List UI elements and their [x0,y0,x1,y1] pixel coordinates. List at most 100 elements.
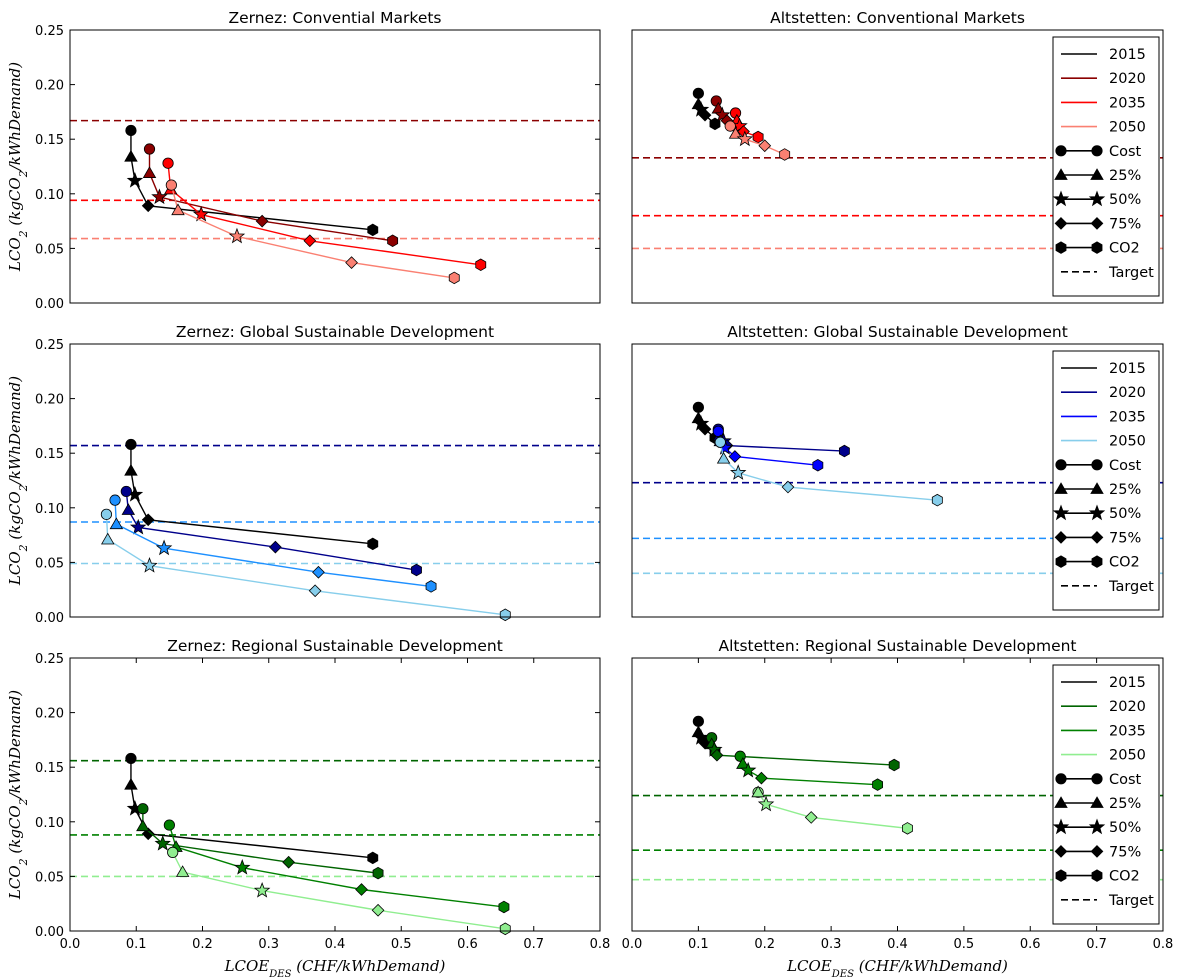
x-tick-label: 0.6 [1020,937,1041,952]
data-point-2050-hexagon [448,271,460,285]
data-point-2020-hexagon [411,563,422,577]
data-point-2015-hexagon [367,851,379,865]
y-tick-label: 0.25 [35,338,64,353]
chart-panel-2: Altstetten: Conventional Markets 2015 2020… [631,9,1164,304]
x-tick-label: 0.0 [622,937,643,952]
legend-marker-diamond [1090,217,1104,230]
data-point-2020-circle [710,95,722,107]
legend-marker-diamond [1054,531,1068,544]
data-point-2020-star [151,188,168,205]
series-line-2050 [172,852,506,930]
data-point-2020-diamond [282,855,295,869]
data-point-2050-star [141,557,158,573]
series-line-2050 [105,514,506,616]
legend-marker-diamond [1054,845,1068,858]
legend-label-25: 25% [1109,482,1141,498]
x-tick-label: 0.7 [523,937,544,952]
data-point-2020-triangle [136,819,150,832]
x-tick-label: 0.3 [258,937,279,952]
y-tick-label: 0.00 [35,925,64,940]
data-point-2020-star [130,518,147,535]
data-point-2035-circle [109,494,121,506]
x-tick-label: 0.1 [126,937,147,952]
data-point-2035-hexagon [425,580,437,593]
y-tick-label: 0.15 [35,133,64,148]
data-point-2015-circle [125,124,137,137]
data-point-2015-star [126,172,144,188]
legend-marker-hexagon [1091,555,1103,568]
data-point-2035-diamond [755,771,768,785]
legend-label-75: 75% [1109,216,1141,232]
data-point-2050-circle [165,179,177,191]
y-axis-label: LCO2 (kgCO2/kWhDemand) [6,62,30,272]
legend-label-2020: 2020 [1109,71,1146,87]
legend: 2015 2020 2035 2050 Cost 25% 50% 75% CO2 Target [1052,350,1160,611]
x-tick-label: 0.5 [391,937,412,952]
data-point-2020-circle [120,485,132,498]
data-point-2020-hexagon [888,758,900,772]
chart-title: Zernez: Convential Markets [228,9,441,27]
data-point-2020-hexagon [838,444,850,458]
data-point-2035-hexagon [812,458,824,472]
x-tick-label: 0.2 [754,937,775,952]
data-point-2015-diamond [141,199,155,213]
data-point-2020-circle [137,803,149,815]
legend-marker-circle [1055,145,1067,157]
legend-label-2020: 2020 [1109,699,1146,715]
series-line-2015 [130,444,373,545]
legend-marker-hexagon [1091,241,1103,254]
data-point-2035-diamond [355,883,368,896]
data-point-2050-triangle [175,865,190,877]
y-tick-label: 0.05 [35,556,64,571]
series-line-2020 [717,429,845,452]
x-tick-label: 0.4 [325,937,346,952]
x-tick-label: 0.5 [954,937,975,952]
data-point-2035-diamond [312,565,325,579]
legend-marker-circle [1091,773,1103,785]
data-point-2035-hexagon [872,778,884,791]
x-tick-label: 0.4 [887,937,908,952]
data-point-2035-hexagon [752,130,764,144]
data-point-2035-hexagon [498,900,510,914]
legend-label-75: 75% [1109,844,1141,860]
y-tick-label: 0.10 [35,502,64,517]
legend-marker-hexagon [1055,869,1067,882]
y-tick-label: 0.15 [35,447,64,462]
data-point-2050-circle [100,508,113,520]
legend-marker-hexagon [1055,555,1067,568]
chart-title: Zernez: Global Sustainable Development [176,323,494,341]
y-tick-label: 0.05 [35,870,64,885]
data-point-2015-triangle [124,777,138,790]
data-point-2050-hexagon [499,608,511,622]
series-line-2020 [125,491,417,571]
legend-label-50: 50% [1109,192,1141,208]
y-tick-label: 0.10 [35,188,64,203]
plot-frame [69,657,601,932]
data-point-2020-diamond [269,540,282,554]
chart-panel-3: Zernez: Global Sustainable Development 0.… [6,323,601,626]
legend-label-co2: CO2 [1109,869,1140,885]
x-tick-label: 0.0 [60,937,81,952]
legend-marker-star [1052,190,1070,207]
data-point-2035-circle [163,819,175,831]
legend-label-co2: CO2 [1109,555,1140,571]
data-point-2035-hexagon [475,258,487,272]
y-tick-label: 0.20 [35,393,64,408]
legend-marker-triangle [1090,168,1104,180]
data-point-2035-circle [712,425,724,437]
data-point-2050-star [757,795,775,812]
series-line-2035 [168,824,505,908]
data-point-2050-triangle [716,451,731,464]
series-line-2050 [170,184,455,279]
legend-label-cost: Cost [1109,144,1142,160]
y-tick-label: 0.05 [35,242,64,257]
plot-frame [631,29,1164,304]
data-point-2015-triangle [124,463,138,476]
legend-marker-diamond [1054,217,1068,230]
y-tick-label: 0.25 [35,652,64,667]
data-point-2050-hexagon [902,822,913,835]
data-point-2015-circle [692,715,704,727]
legend-marker-star [1052,504,1070,521]
y-axis-label: LCO2 (kgCO2/kWhDemand) [6,690,30,900]
chart-title: Altstetten: Conventional Markets [770,9,1025,27]
